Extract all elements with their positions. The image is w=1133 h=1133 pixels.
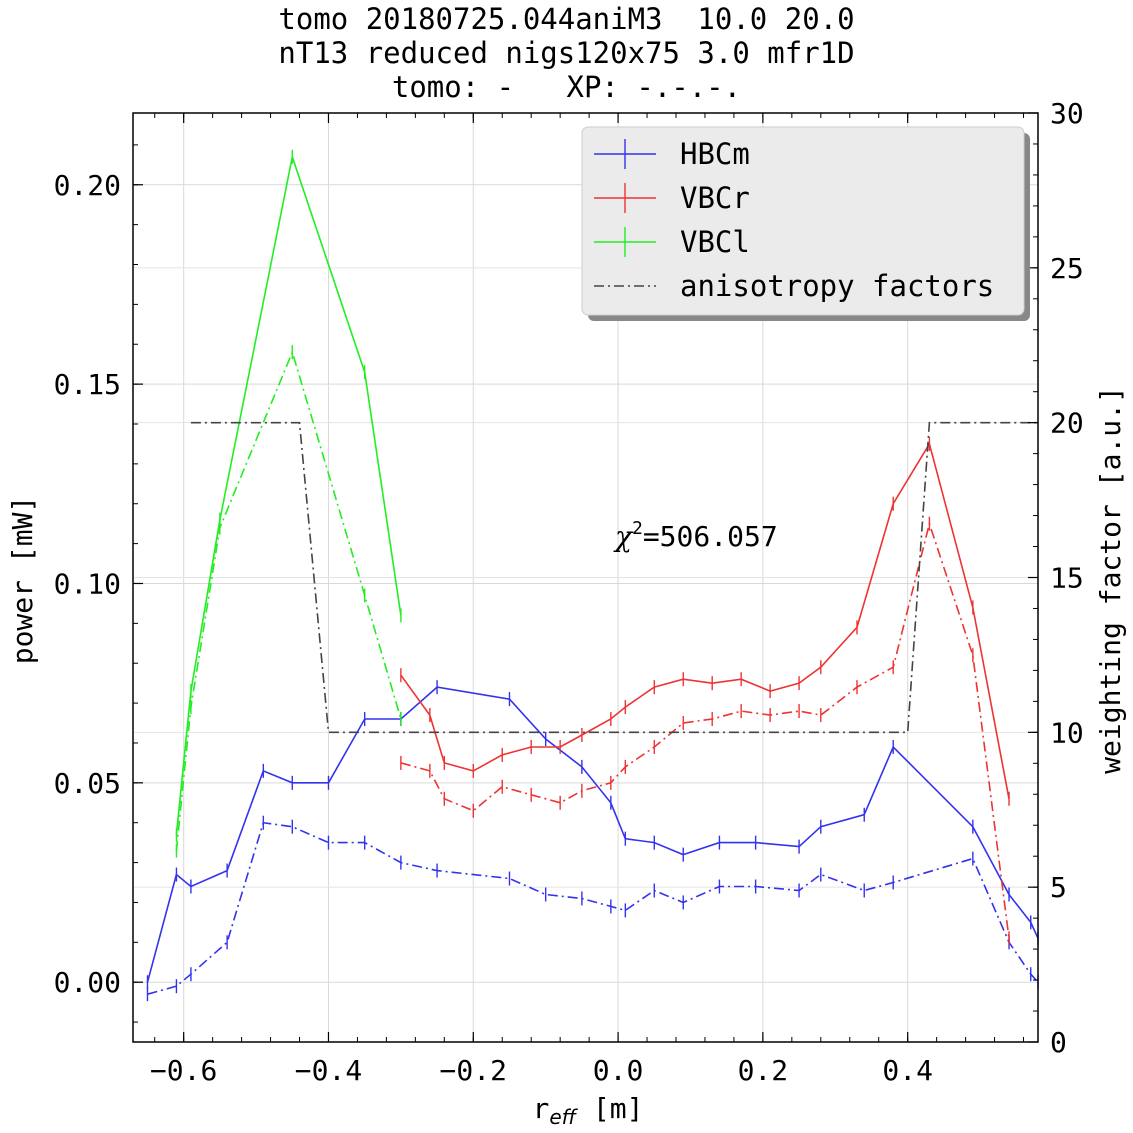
- y2-tick-label: 30: [1050, 97, 1084, 130]
- y-axis-label: power [mW]: [6, 496, 39, 665]
- y2-tick-label: 15: [1050, 562, 1084, 595]
- legend-label: HBCm: [680, 137, 750, 171]
- x-tick-label: 0.2: [738, 1054, 789, 1087]
- legend: HBCm VBCr VBCl anisotropy factors: [581, 126, 1030, 321]
- legend-box: [581, 126, 1025, 316]
- chi-squared-annotation: χ2=506.057: [613, 518, 778, 553]
- legend-label: anisotropy factors: [680, 269, 994, 303]
- y2-tick-label: 5: [1050, 871, 1067, 904]
- y2-tick-label: 0: [1050, 1026, 1067, 1059]
- chart-title-line-1: tomo 20180725.044aniM3 10.0 20.0: [278, 2, 855, 36]
- series-line-1: [147, 821, 1039, 995]
- series-line-2: [400, 441, 1010, 799]
- y2-tick-label: 10: [1050, 716, 1084, 749]
- x-tick-label: 0.4: [882, 1054, 933, 1087]
- y-tick-label: 0.05: [54, 767, 121, 800]
- x-tick-label: −0.4: [295, 1054, 362, 1087]
- y2-tick-label: 25: [1050, 252, 1084, 285]
- series-line-0: [146, 686, 1039, 983]
- chart-title-line-2: nT13 reduced nigs120x75 3.0 mfr1D: [278, 36, 855, 70]
- legend-label: VBCl: [680, 225, 750, 259]
- y-tick-label: 0.10: [54, 567, 121, 600]
- series-line-6: [190, 421, 1038, 734]
- y-tick-label: 0.15: [54, 368, 121, 401]
- y-tick-label: 0.00: [54, 966, 121, 999]
- series-line-4: [175, 153, 402, 835]
- series-line-5: [175, 349, 402, 851]
- y2-tick-label: 20: [1050, 407, 1084, 440]
- y-tick-label: 0.20: [54, 169, 121, 202]
- series-line-3: [400, 520, 1010, 939]
- legend-label: VBCr: [680, 181, 750, 215]
- y2-axis-label: weighting factor [a.u.]: [1094, 386, 1127, 774]
- x-axis-label: reff [m]: [532, 1092, 643, 1129]
- x-tick-label: 0.0: [593, 1054, 644, 1087]
- x-tick-label: −0.6: [150, 1054, 217, 1087]
- x-tick-label: −0.2: [440, 1054, 507, 1087]
- chart-title-line-3: tomo: - XP: -.-.-.: [391, 70, 742, 104]
